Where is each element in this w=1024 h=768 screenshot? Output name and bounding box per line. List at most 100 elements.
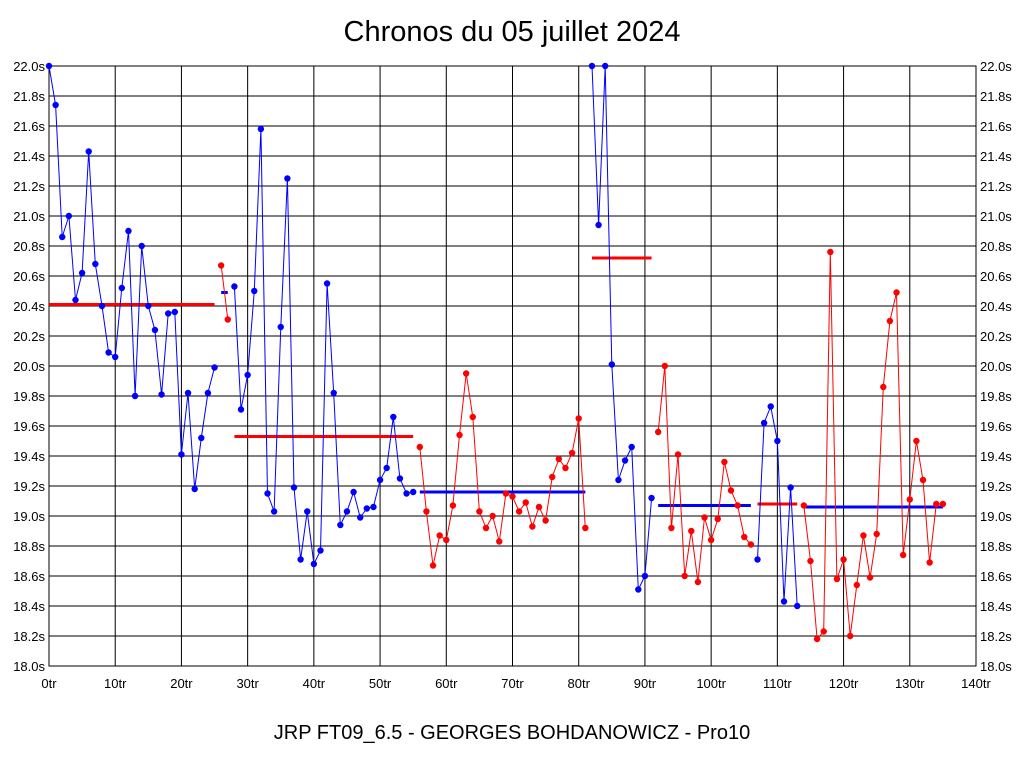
data-point <box>635 586 642 593</box>
data-point <box>198 434 205 442</box>
y-tick-label-left: 18.0s <box>13 659 45 674</box>
data-point <box>284 175 291 182</box>
data-point <box>363 505 371 512</box>
data-point <box>145 302 152 310</box>
data-point <box>502 490 510 497</box>
data-point <box>65 212 73 220</box>
data-point <box>78 269 86 277</box>
data-point <box>98 302 106 310</box>
data-point <box>462 370 470 377</box>
data-point <box>151 326 159 334</box>
data-point <box>701 514 708 521</box>
data-point <box>760 419 768 427</box>
y-tick-label-left: 18.8s <box>13 539 45 554</box>
data-point <box>747 541 755 548</box>
data-point <box>323 280 331 287</box>
data-point <box>290 484 298 491</box>
data-point <box>164 310 172 317</box>
x-tick-label: 60tr <box>435 676 458 691</box>
data-point <box>330 389 337 397</box>
data-point <box>886 317 894 325</box>
y-tick-label-right: 18.0s <box>980 659 1012 674</box>
data-point <box>489 512 496 520</box>
data-point <box>423 508 430 515</box>
data-point <box>575 415 582 422</box>
x-tick-label: 140tr <box>961 676 991 691</box>
x-tick-label: 30tr <box>236 676 259 691</box>
data-point <box>621 457 629 464</box>
data-point <box>370 503 377 511</box>
y-tick-label-right: 21.6s <box>980 119 1012 134</box>
data-point <box>297 556 304 563</box>
y-tick-label-right: 18.4s <box>980 599 1012 614</box>
data-point <box>257 125 265 133</box>
data-point <box>602 62 609 70</box>
y-tick-label-left: 20.8s <box>13 239 45 254</box>
data-point <box>939 500 947 508</box>
data-point <box>906 496 913 503</box>
data-point <box>707 536 715 544</box>
data-point <box>714 515 721 523</box>
data-point <box>92 260 99 268</box>
data-point <box>337 521 344 529</box>
data-point <box>568 449 576 457</box>
data-point <box>529 523 536 530</box>
y-tick-label-left: 21.0s <box>13 209 45 224</box>
data-point <box>131 392 139 400</box>
series-layer <box>45 62 947 643</box>
series-line <box>657 365 752 583</box>
data-point <box>476 508 483 515</box>
y-tick-label-right: 19.2s <box>980 479 1012 494</box>
data-point <box>390 413 397 421</box>
data-point <box>112 353 119 361</box>
y-tick-label-left: 20.0s <box>13 359 45 374</box>
data-point <box>582 524 589 532</box>
y-tick-label-left: 21.8s <box>13 89 45 104</box>
x-tick-label: 40tr <box>303 676 326 691</box>
data-point <box>628 443 635 451</box>
data-point <box>105 349 112 356</box>
data-point <box>873 530 880 538</box>
data-point <box>780 598 788 605</box>
data-point <box>615 476 622 484</box>
data-point <box>59 233 66 241</box>
y-tick-label-right: 18.8s <box>980 539 1012 554</box>
data-point <box>449 502 457 509</box>
data-point <box>588 62 596 70</box>
y-tick-label-left: 18.6s <box>13 569 45 584</box>
data-point <box>310 560 318 568</box>
data-point <box>913 437 920 445</box>
tick-labels: 0tr 10tr 20tr 30tr 40tr 50tr 60tr 70tr 80tr 90tr 1… <box>13 59 1012 691</box>
y-tick-label-right: 20.4s <box>980 299 1012 314</box>
data-point <box>794 602 801 610</box>
data-point <box>357 514 364 521</box>
x-tick-label: 70tr <box>501 676 524 691</box>
y-tick-label-left: 18.2s <box>13 629 45 644</box>
x-tick-label: 120tr <box>829 676 859 691</box>
y-tick-label-left: 18.4s <box>13 599 45 614</box>
series-line <box>419 373 586 566</box>
data-point <box>893 289 900 296</box>
data-point <box>118 284 126 292</box>
data-point <box>674 451 682 458</box>
data-point <box>800 502 808 509</box>
data-point <box>264 490 271 497</box>
data-point <box>562 464 569 472</box>
data-point <box>343 508 351 515</box>
data-point <box>429 562 437 569</box>
data-point <box>535 503 543 511</box>
x-tick-label: 0tr <box>41 676 57 691</box>
data-point <box>277 323 284 331</box>
data-point <box>403 490 410 497</box>
series-line <box>233 128 414 566</box>
data-point <box>125 227 132 235</box>
data-point <box>482 524 490 532</box>
y-tick-label-right: 18.6s <box>980 569 1012 584</box>
data-point <box>52 101 59 109</box>
data-point <box>376 476 384 484</box>
data-point <box>774 437 781 445</box>
y-tick-label-left: 19.2s <box>13 479 45 494</box>
data-point <box>933 500 940 508</box>
y-tick-label-left: 19.4s <box>13 449 45 464</box>
